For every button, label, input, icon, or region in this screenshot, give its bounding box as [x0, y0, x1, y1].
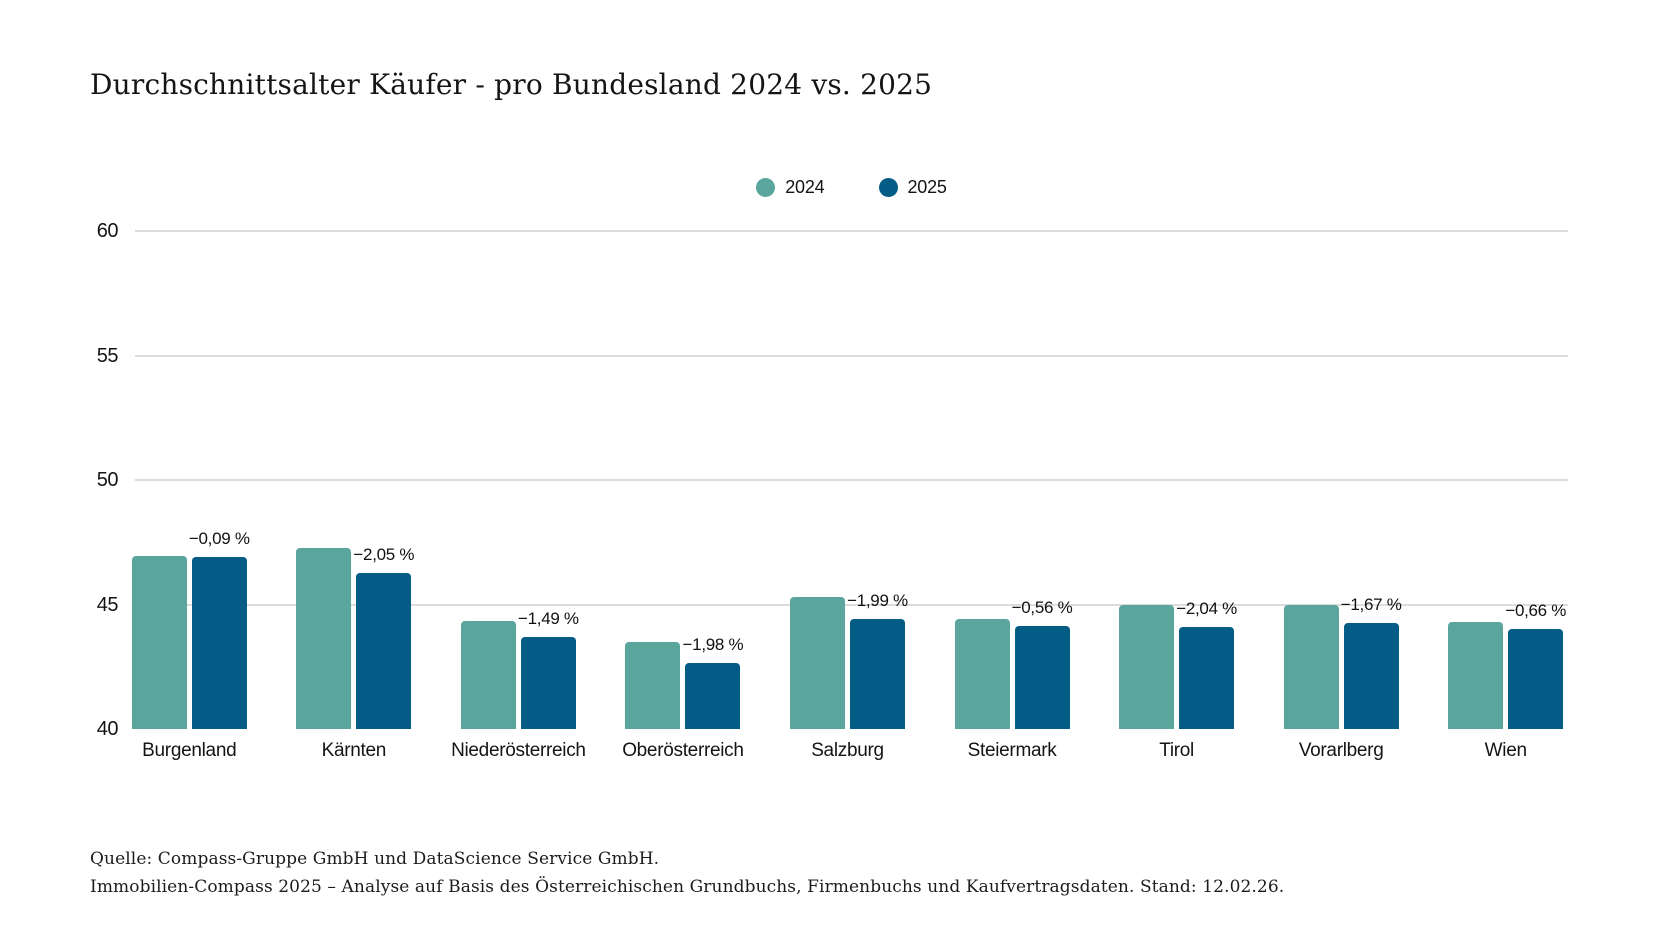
bar-group-niederösterreich: −1,49 % — [436, 231, 601, 729]
gridline-60 — [135, 230, 1568, 232]
x-axis-label-salzburg: Salzburg — [811, 740, 884, 761]
x-axis-label-kärnten: Kärnten — [321, 740, 387, 761]
bar-2024-kärnten — [296, 548, 352, 729]
y-axis-tick-label-60: 60 — [96, 220, 119, 242]
bar-2024-salzburg — [789, 597, 845, 729]
x-axis: Burgenland Kärnten Niederösterreich Oberöst… — [107, 740, 1588, 766]
x-axis-label-oberösterreich: Oberösterreich — [622, 740, 744, 761]
gridline-45 — [135, 603, 1568, 606]
plot-area: −0,09 % −2,05 % −1,49 % −1,98 % −1,99 % −0,56… — [107, 230, 1588, 729]
bar-group-steiermark: −0,56 % — [930, 231, 1095, 729]
bar-2024-wien — [1448, 621, 1504, 729]
bar-group-kärnten: −2,05 % — [272, 231, 437, 729]
bar-group-burgenland: −0,09 % — [107, 231, 272, 729]
bar-2025-salzburg — [849, 619, 905, 729]
y-axis-tick-label-40: 40 — [96, 718, 119, 740]
bar-change-label-wien: −0,66 % — [1505, 601, 1567, 621]
bar-2025-oberösterreich — [685, 663, 741, 729]
bar-change-label-tirol: −2,04 % — [1176, 599, 1237, 619]
source-line-2: Immobilien-Compass 2025 – Analyse auf Ba… — [90, 877, 1285, 897]
x-axis-label-niederösterreich: Niederösterreich — [451, 740, 586, 761]
bar-2025-tirol — [1179, 627, 1235, 729]
legend-swatch-2025-icon — [878, 177, 898, 197]
bar-group-vorarlberg: −1,67 % — [1259, 231, 1424, 729]
x-axis-label-tirol: Tirol — [1159, 740, 1194, 761]
bar-change-label-salzburg: −1,99 % — [847, 591, 908, 611]
legend-item-2024: 2024 — [756, 176, 825, 198]
bar-group-oberösterreich: −1,98 % — [601, 231, 766, 729]
bar-change-label-oberösterreich: −1,98 % — [682, 635, 744, 655]
bar-2025-kärnten — [356, 572, 412, 729]
bar-2024-vorarlberg — [1283, 604, 1339, 729]
bar-group-salzburg: −1,99 % — [765, 231, 930, 729]
x-axis-label-burgenland: Burgenland — [142, 740, 237, 761]
legend-label-2024: 2024 — [785, 176, 825, 197]
bar-2024-niederösterreich — [460, 620, 516, 729]
bar-2025-steiermark — [1014, 625, 1070, 729]
legend: 2024 2025 — [135, 172, 1568, 202]
bar-change-label-niederösterreich: −1,49 % — [517, 609, 579, 629]
bar-2024-oberösterreich — [625, 641, 681, 729]
bar-group-wien: −0,66 % — [1423, 231, 1588, 729]
bar-2025-burgenland — [191, 556, 247, 729]
y-axis-tick-label-45: 45 — [96, 593, 119, 616]
bar-2024-tirol — [1119, 604, 1175, 729]
bar-change-label-kärnten: −2,05 % — [353, 544, 415, 564]
bar-2025-niederösterreich — [520, 637, 576, 729]
bar-2025-vorarlberg — [1343, 623, 1399, 729]
bar-group-tirol: −2,04 % — [1094, 231, 1259, 729]
bar-change-label-burgenland: −0,09 % — [188, 528, 250, 548]
gridline-55 — [135, 354, 1568, 357]
source-note: Quelle: Compass-Gruppe GmbH und DataScie… — [90, 845, 1284, 901]
bar-2025-wien — [1508, 629, 1564, 729]
gridline-50 — [135, 479, 1568, 481]
x-axis-label-steiermark: Steiermark — [967, 740, 1057, 761]
x-axis-label-wien: Wien — [1484, 740, 1527, 761]
source-line-1: Quelle: Compass-Gruppe GmbH und DataScie… — [90, 849, 660, 869]
bar-change-label-steiermark: −0,56 % — [1011, 597, 1073, 617]
bar-2024-steiermark — [954, 619, 1010, 729]
legend-swatch-2024-icon — [756, 177, 776, 197]
y-axis-tick-label-50: 50 — [96, 469, 119, 491]
x-axis-label-vorarlberg: Vorarlberg — [1298, 740, 1384, 761]
bar-2024-burgenland — [131, 555, 187, 729]
chart-title: Durchschnittsalter Käufer - pro Bundesla… — [90, 68, 933, 101]
y-axis-tick-label-55: 55 — [96, 344, 119, 367]
legend-label-2025: 2025 — [907, 176, 947, 197]
y-axis: 40 45 50 55 60 — [0, 0, 119, 934]
bar-change-label-vorarlberg: −1,67 % — [1340, 595, 1402, 615]
legend-item-2025: 2025 — [878, 176, 947, 198]
